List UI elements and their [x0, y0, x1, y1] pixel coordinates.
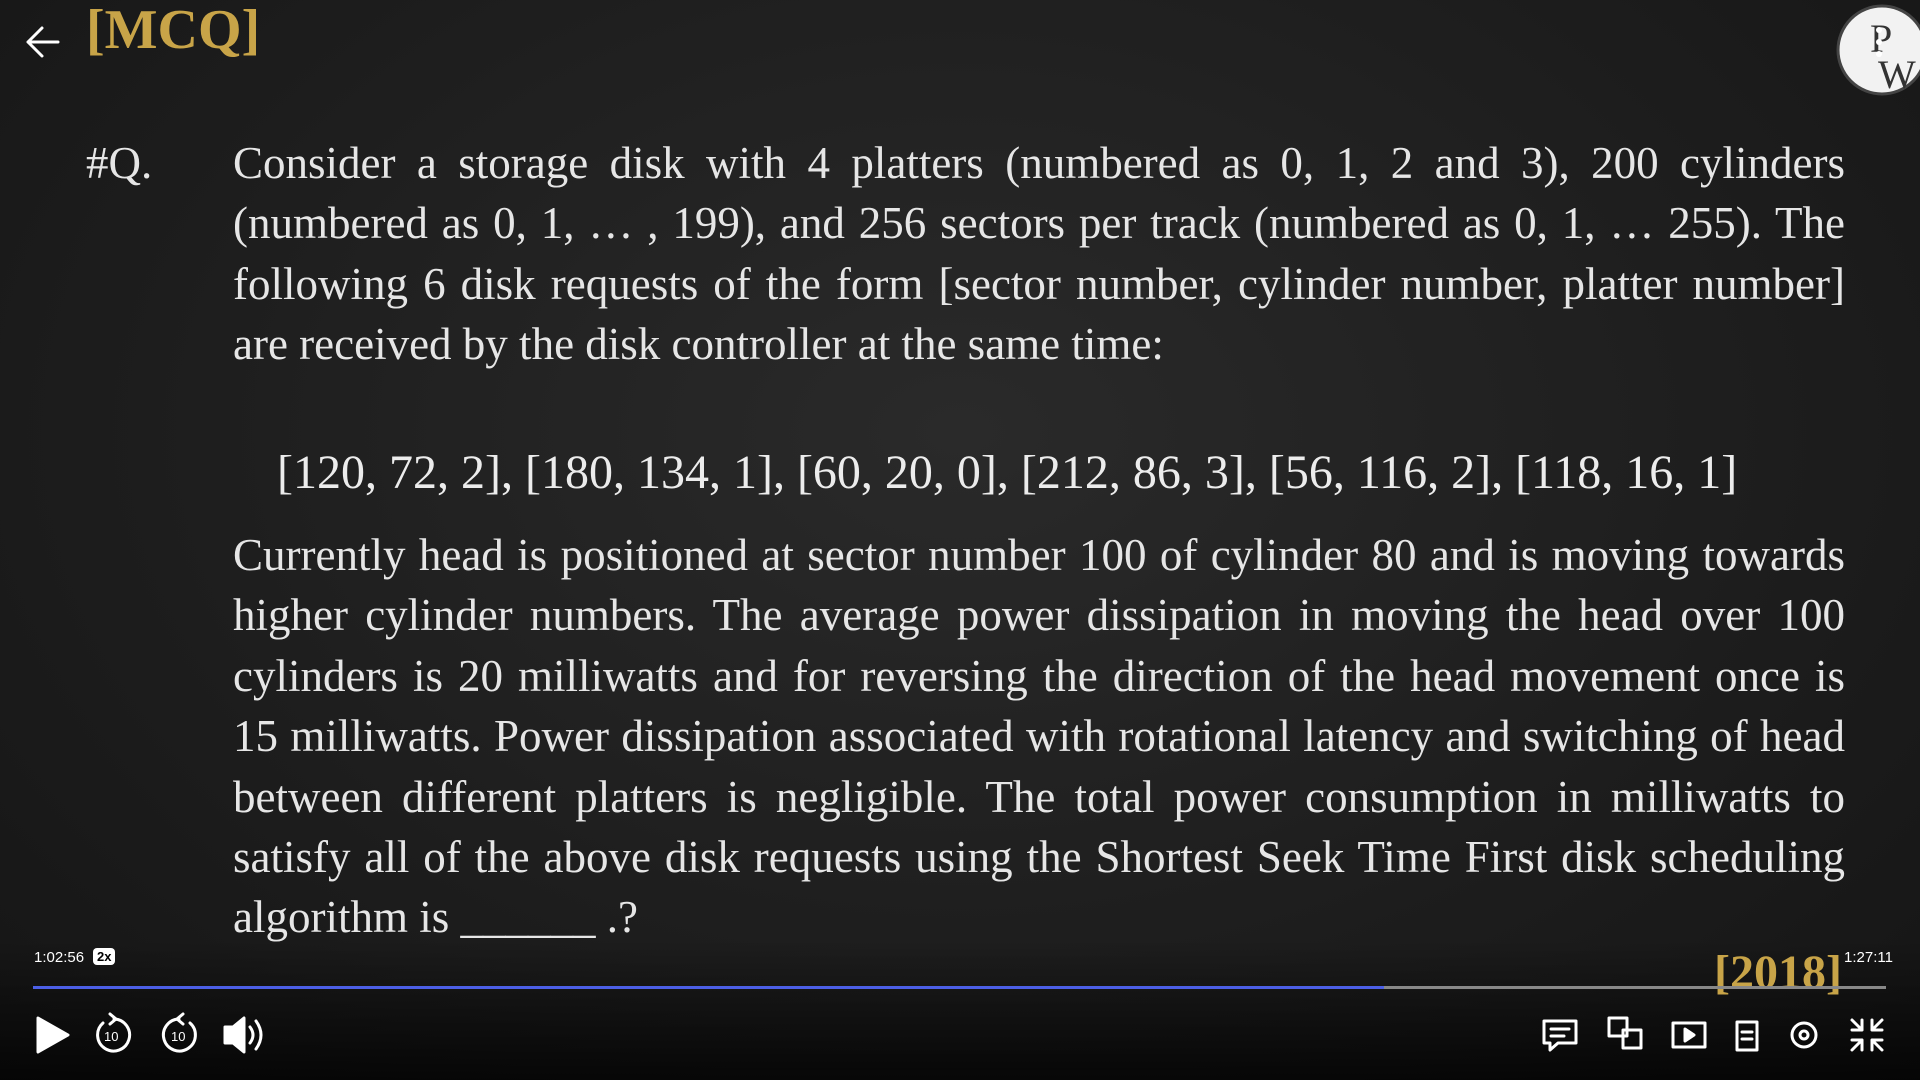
svg-text:10: 10 — [104, 1029, 118, 1044]
channel-logo: P W — [1836, 4, 1920, 97]
translate-button[interactable] — [1607, 1016, 1643, 1050]
request-list: [120, 72, 2], [180, 134, 1], [60, 20, 0]… — [277, 446, 1738, 499]
rewind-button[interactable]: 10 — [96, 1012, 132, 1053]
year-tag: [2018] — [1714, 946, 1842, 999]
theater-button[interactable] — [1671, 1021, 1707, 1049]
notes-button[interactable] — [1735, 1020, 1759, 1052]
question-text: Currently head is positioned at sector n… — [233, 530, 1845, 943]
more-button[interactable] — [1876, 27, 1882, 57]
svg-text:10: 10 — [171, 1029, 185, 1044]
back-button[interactable] — [26, 26, 60, 58]
fullscreen-button[interactable] — [1850, 1018, 1884, 1052]
progress-played — [33, 986, 1384, 989]
current-time: 1:02:56 — [34, 949, 85, 966]
svg-text:W: W — [1878, 52, 1916, 97]
duration: 1:27:11 — [1844, 949, 1893, 966]
speed-badge[interactable]: 2x — [93, 948, 116, 965]
settings-button[interactable] — [1790, 1021, 1818, 1049]
controls-shade — [0, 940, 1920, 1080]
volume-button[interactable] — [223, 1016, 263, 1054]
play-button[interactable] — [36, 1016, 70, 1054]
forward-button[interactable]: 10 — [161, 1012, 197, 1053]
svg-text:P: P — [1870, 16, 1892, 61]
title: [MCQ] — [86, 0, 261, 61]
captions-button[interactable] — [1542, 1019, 1578, 1052]
question-label: #Q. — [86, 138, 153, 188]
question-text: Consider a storage disk with 4 platters … — [233, 138, 1845, 370]
